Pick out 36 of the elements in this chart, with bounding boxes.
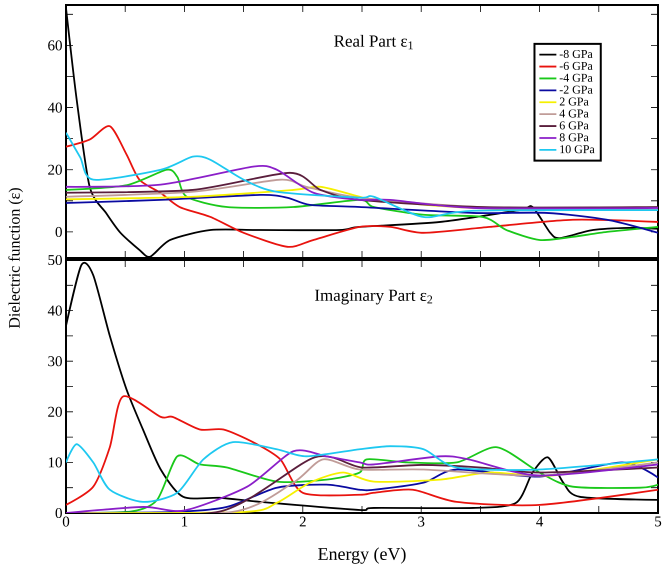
legend-label: 2 GPa <box>560 98 589 106</box>
line-series <box>66 168 658 241</box>
line-series <box>66 165 658 210</box>
legend-label: 10 GPa <box>560 145 595 154</box>
y-tick-label: 60 <box>48 40 62 50</box>
text: Real Part ε$_{1}$ <box>334 34 413 50</box>
y-tick-label: 50 <box>48 254 62 266</box>
x-axis-title: Energy (eV) <box>318 547 406 564</box>
legend-label: -4 GPa <box>560 74 593 82</box>
x-tick-label: 3 <box>418 516 424 527</box>
y-tick-label: 10 <box>48 457 62 468</box>
x-tick-label: 2 <box>300 516 306 526</box>
x-tick-label: 4 <box>536 516 544 526</box>
y-tick-label: 20 <box>48 164 62 175</box>
legend-label: 4 GPa <box>559 109 589 118</box>
x-tick-label: 1 <box>182 516 188 526</box>
line-series <box>66 396 658 506</box>
x-tick-label: 0 <box>62 516 70 527</box>
legend-label: 6 GPa <box>560 121 589 130</box>
x-tick-label: 5 <box>655 516 662 526</box>
legend-label: -8 GPa <box>560 50 593 58</box>
y-tick-label: 0 <box>56 508 62 518</box>
y-tick-label: 40 <box>48 306 62 316</box>
line-series <box>66 194 658 234</box>
legend-label: 8 GPa <box>560 133 589 142</box>
line-series <box>66 132 658 218</box>
y-tick-label: 0 <box>56 226 62 237</box>
y-tick-label: 20 <box>48 406 62 417</box>
line-series <box>66 172 658 208</box>
legend-label: -6 GPa <box>560 62 593 70</box>
y-tick-label: 40 <box>48 102 62 113</box>
legend-label: -2 GPa <box>560 86 593 94</box>
line-series <box>66 441 658 503</box>
text: Imaginary Part ε$_{2}$ <box>315 290 432 304</box>
y-tick-label: 30 <box>48 356 62 366</box>
y-axis-title: Dielectric function (ε) <box>8 188 23 328</box>
